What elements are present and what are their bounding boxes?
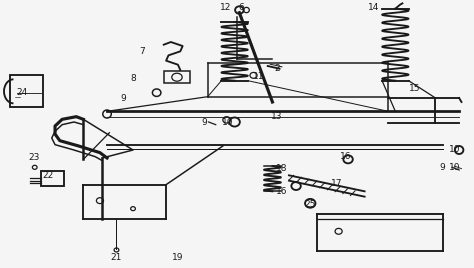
Text: 16: 16 xyxy=(340,152,351,161)
Bar xyxy=(10,75,43,107)
Text: 21: 21 xyxy=(111,254,122,262)
Text: 6: 6 xyxy=(239,3,245,12)
Text: 8: 8 xyxy=(130,73,136,83)
Text: 14: 14 xyxy=(368,3,380,12)
Text: 19: 19 xyxy=(172,254,183,262)
Text: 9: 9 xyxy=(121,94,127,102)
Text: 10: 10 xyxy=(222,117,233,126)
Text: 16: 16 xyxy=(276,187,288,196)
Text: 18: 18 xyxy=(276,164,288,173)
Text: 24: 24 xyxy=(16,88,27,97)
Text: 12: 12 xyxy=(219,3,231,12)
Text: 15: 15 xyxy=(409,84,420,93)
Text: 22: 22 xyxy=(42,171,54,180)
Text: 23: 23 xyxy=(28,154,39,162)
Text: 10: 10 xyxy=(449,146,460,154)
Text: 10: 10 xyxy=(449,163,460,172)
Text: 13: 13 xyxy=(272,112,283,121)
Text: 7: 7 xyxy=(140,47,146,56)
Text: 9: 9 xyxy=(201,117,207,126)
Text: 17: 17 xyxy=(330,179,342,188)
Bar xyxy=(164,71,190,83)
Text: 2: 2 xyxy=(274,64,280,73)
Text: 11: 11 xyxy=(253,72,264,81)
Bar xyxy=(41,171,64,186)
Text: 25: 25 xyxy=(305,200,316,209)
Text: 9: 9 xyxy=(440,163,446,172)
